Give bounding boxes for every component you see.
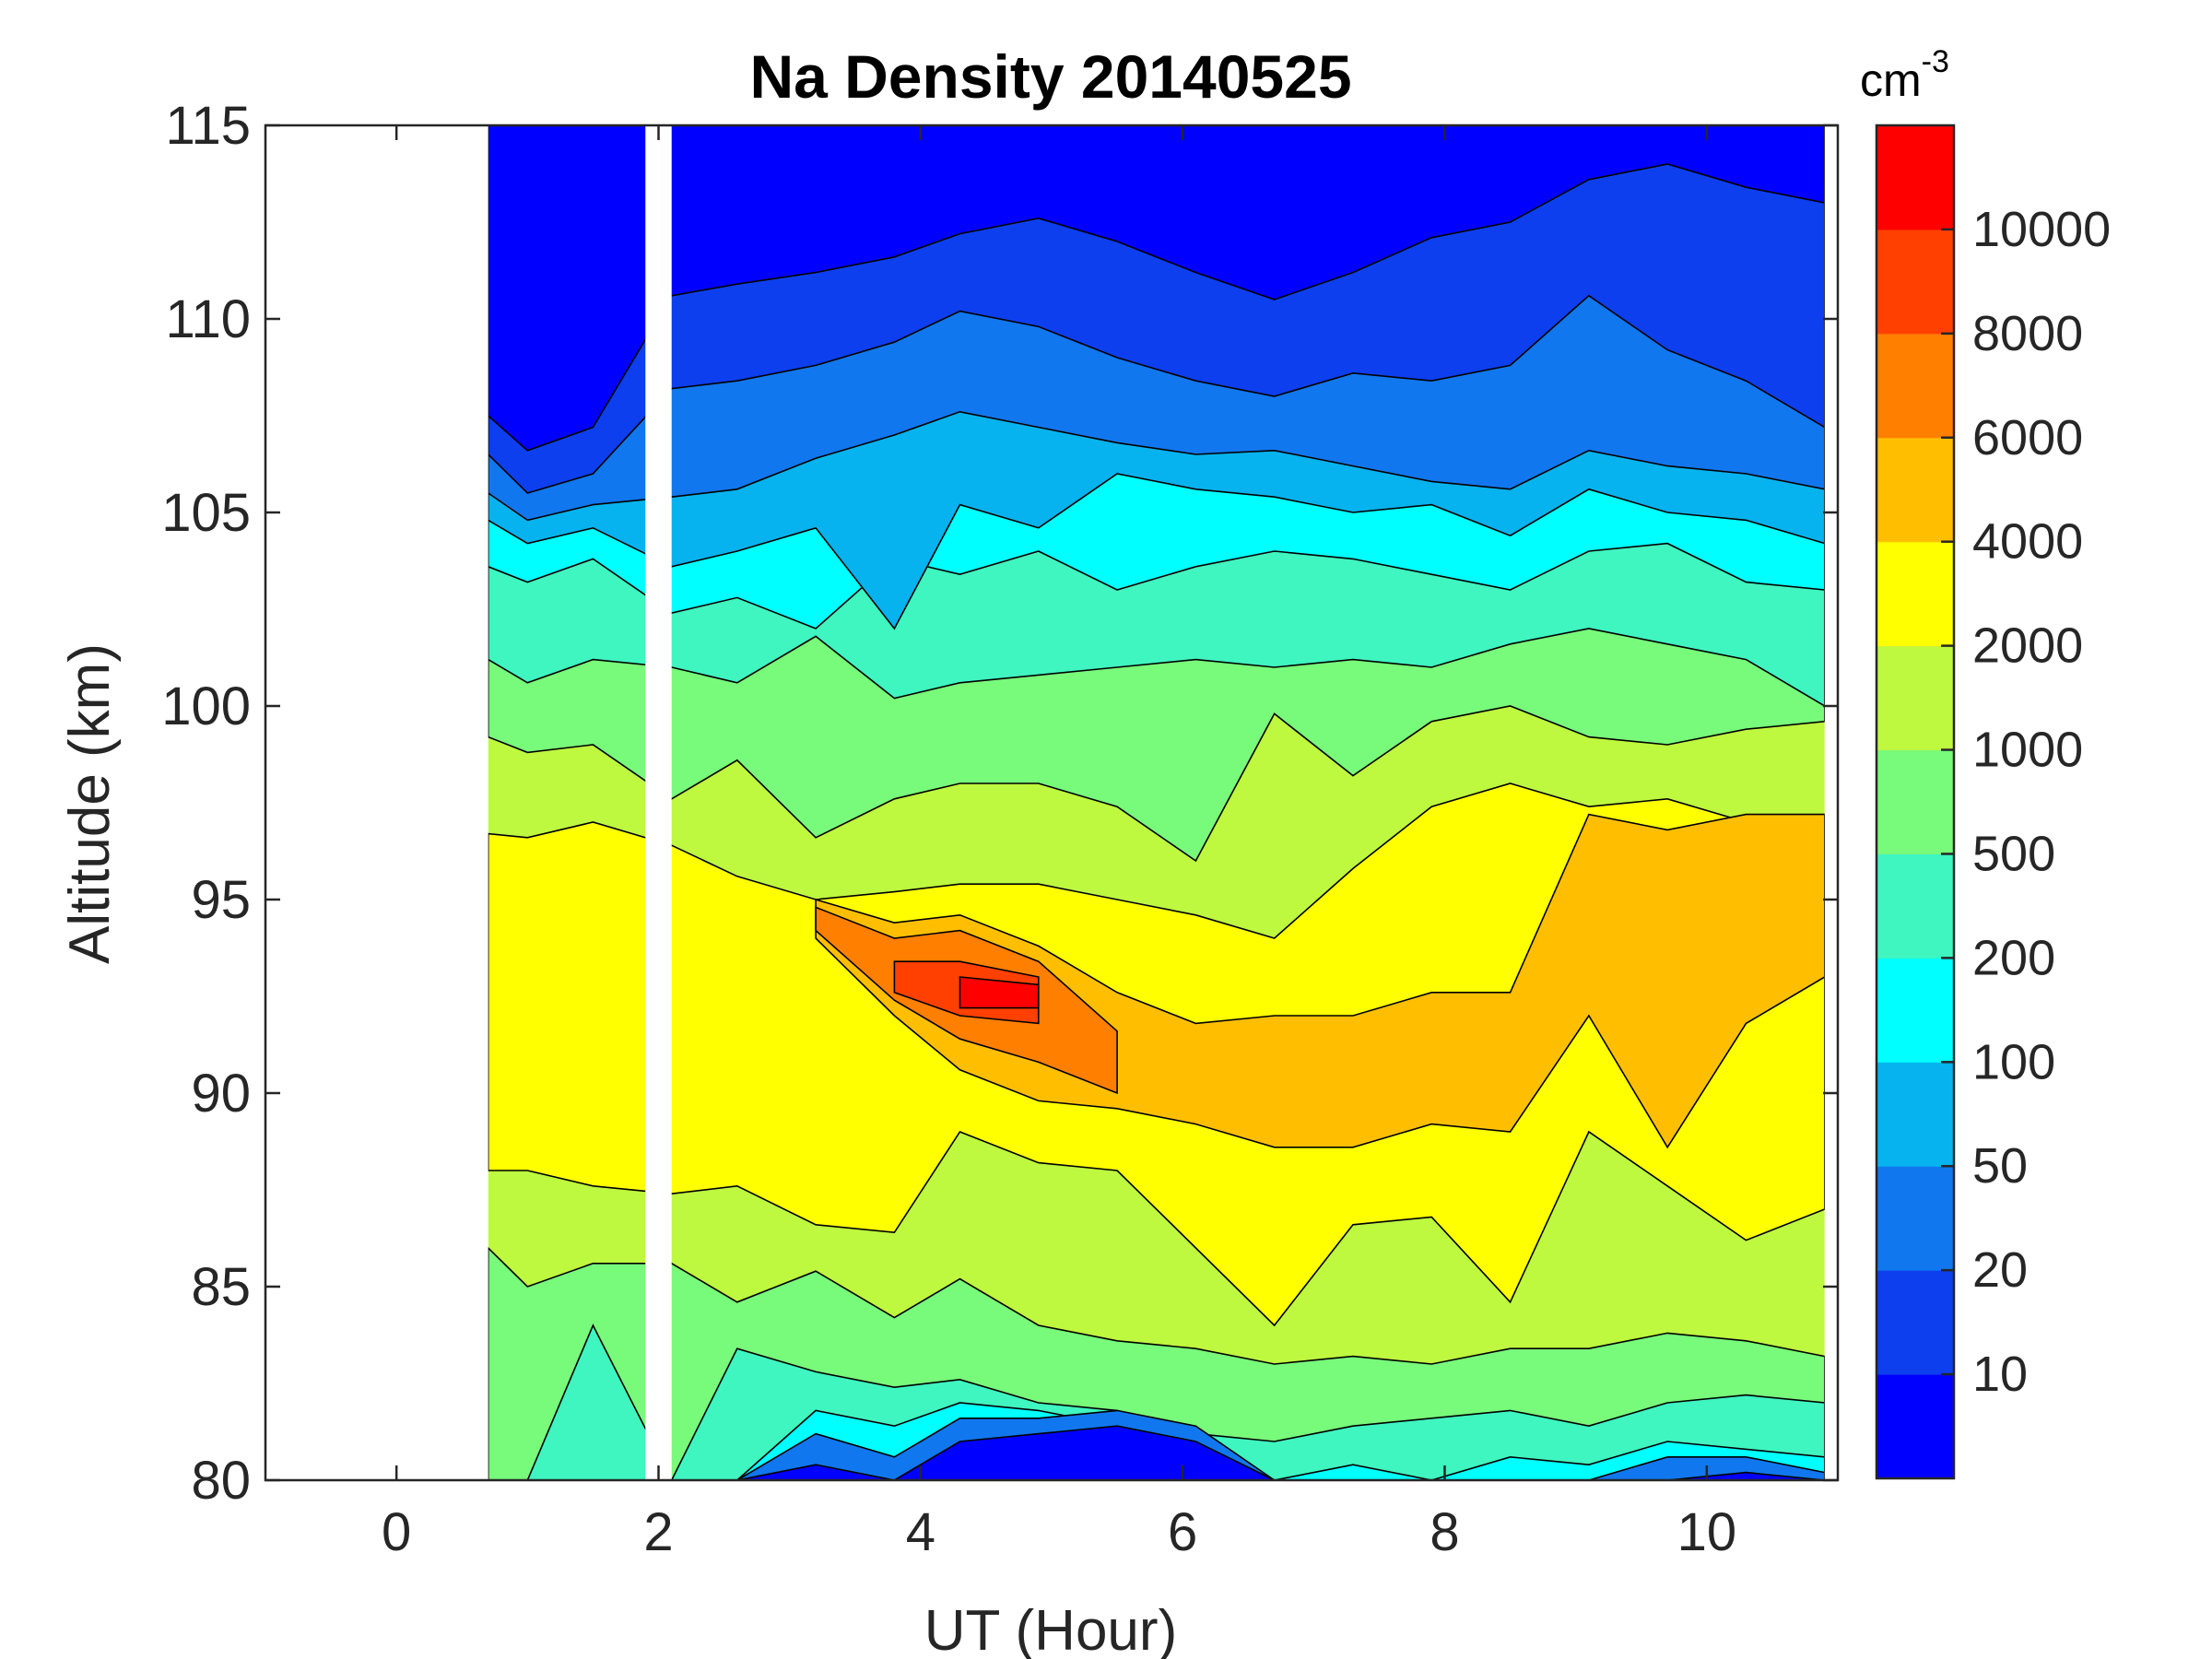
y-axis-label: Altitude (km) [58,643,122,964]
contour-bands [487,125,1826,1480]
y-tick-label: 105 [161,483,251,543]
y-tick-label: 90 [191,1064,251,1124]
colorbar-tick-label: 6000 [1972,410,2083,465]
chart-title: Na Density 20140525 [749,42,1351,111]
x-axis: 0 2 4 6 8 10 [382,125,1736,1562]
colorbar-segment [1877,541,1954,647]
y-tick-label: 95 [191,870,251,930]
colorbar-segment [1877,437,1954,543]
colorbar-tick-label: 50 [1972,1138,2028,1194]
colorbar-tick-label: 10 [1972,1347,2028,1402]
colorbar-tick-label: 1000 [1972,723,2083,778]
colorbar-segment [1877,1270,1954,1375]
colorbar-segment [1877,125,1954,230]
y-tick-label: 80 [191,1451,251,1511]
y-tick-label: 85 [191,1257,251,1317]
colorbar-tick-label: 200 [1972,930,2055,985]
y-tick-label: 110 [166,289,251,349]
colorbar-unit-exponent: -3 [1922,44,1949,79]
data-gap-0 [265,126,488,1479]
data-gaps [265,126,1838,1479]
x-axis-label: UT (Hour) [924,1599,1177,1659]
colorbar-tick-label: 20 [1972,1242,2028,1298]
colorbar-tick-label: 8000 [1972,306,2083,361]
colorbar-tick-label: 2000 [1972,618,2083,674]
colorbar-tick-label: 10000 [1972,202,2111,257]
x-tick-label: 8 [1430,1502,1459,1562]
colorbar-tick-label: 500 [1972,826,2055,881]
x-tick-label: 2 [643,1502,673,1562]
colorbar-segment [1877,853,1954,959]
x-tick-label: 0 [382,1502,411,1562]
y-axis: 80 85 90 95 100 105 110 115 [161,96,1838,1511]
x-tick-label: 10 [1677,1502,1737,1562]
data-gap-end [1824,126,1838,1479]
colorbar-segment [1877,749,1954,854]
colorbar-segment [1877,958,1954,1063]
colorbar-tick-label: 100 [1972,1034,2055,1089]
colorbar-segment [1877,1374,1954,1479]
plot-frame [264,124,1840,1482]
colorbar-segment [1877,333,1954,439]
colorbar-tick-label: 4000 [1972,514,2083,570]
colorbar-unit: cm-3 [1860,44,1949,106]
y-tick-label: 100 [161,677,251,736]
colorbar: 10 20 50 100 200 500 1000 2000 4000 6000 8000 10000 [1875,124,2111,1480]
colorbar-segment [1877,645,1954,751]
band-above-10000 [959,976,1040,1009]
colorbar-segment [1877,1166,1954,1271]
band-low-below-10 [488,1425,1825,1480]
colorbar-unit-base: cm [1860,54,1922,106]
x-tick-label: 4 [906,1502,935,1562]
band-below-10 [487,125,1826,452]
colorbar-frame [1875,124,1956,1480]
y-tick-label: 115 [166,96,251,156]
colorbar-segment [1877,229,1954,335]
colorbar-segment [1877,1062,1954,1167]
data-gap-1 [645,126,672,1479]
x-tick-label: 6 [1168,1502,1197,1562]
